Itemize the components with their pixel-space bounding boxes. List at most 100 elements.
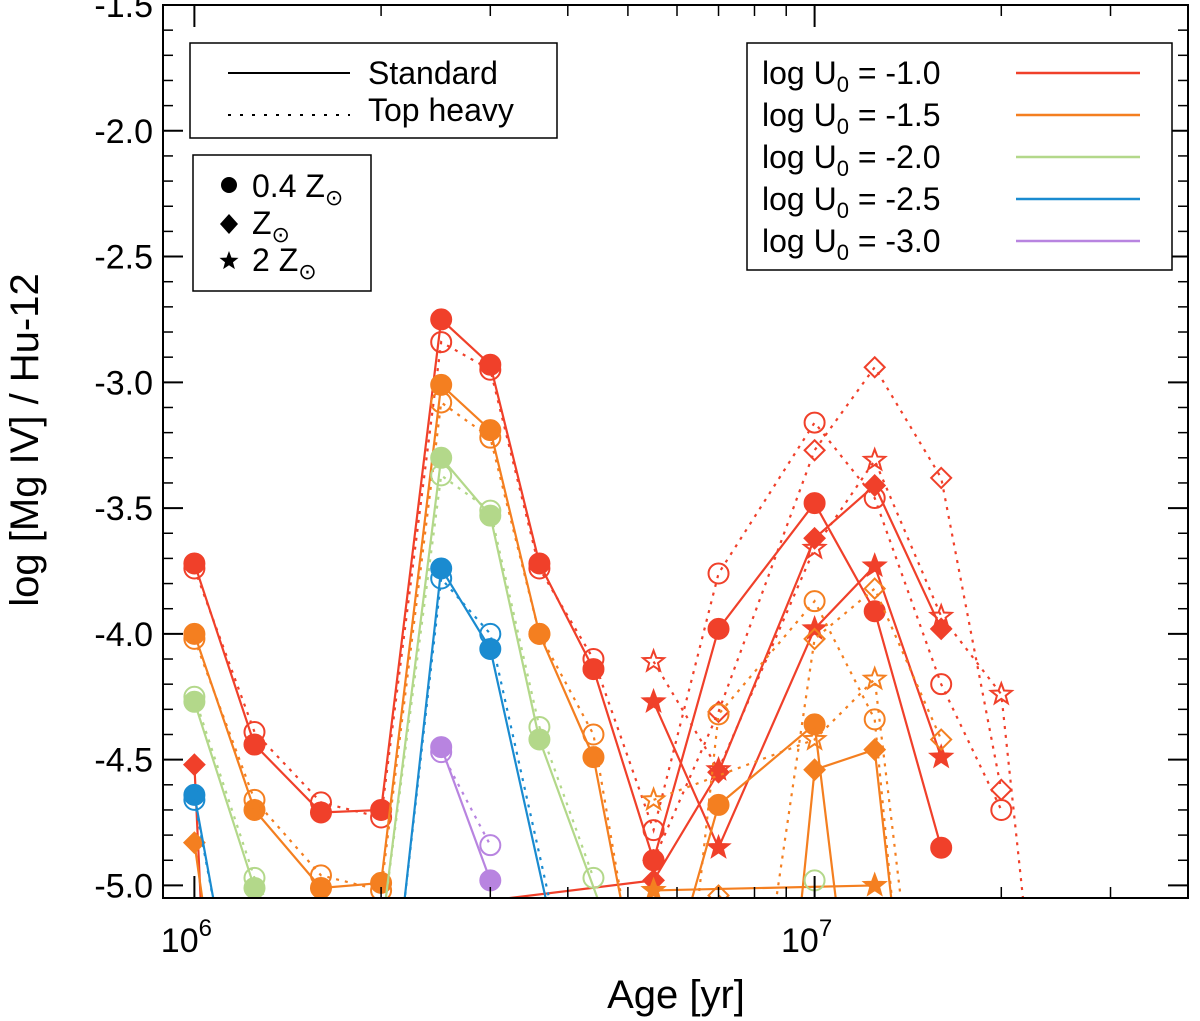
data-point-circle xyxy=(930,836,953,859)
axis-layer: -5.0 -4.5 -4.0 -3.5 -3.0 -2.5 -2.0 -1.5 106 107 xyxy=(94,0,1188,960)
data-point-star xyxy=(640,687,667,714)
data-point-diamond xyxy=(182,831,206,855)
y-tick-label: -1.5 xyxy=(94,0,153,25)
linestyle-legend: Standard Top heavy xyxy=(189,42,558,139)
data-point-circle xyxy=(582,746,605,769)
series-u-2-0-0-4z-top-heavy xyxy=(183,464,605,898)
series-line xyxy=(691,722,837,898)
x-tick-label: 106 xyxy=(161,915,212,960)
data-point-circle xyxy=(183,557,206,580)
data-point-diamond xyxy=(803,627,827,651)
y-tick-label: -5.0 xyxy=(94,867,153,905)
series-line xyxy=(653,884,875,892)
data-point-circle xyxy=(582,866,605,889)
plot-frame xyxy=(162,4,1189,899)
legend-standard-label: Standard xyxy=(368,55,498,91)
data-point-circle xyxy=(309,876,332,898)
y-tick-label: -4.0 xyxy=(94,616,153,654)
data-point-diamond xyxy=(863,474,887,497)
data-point-circle xyxy=(479,504,502,527)
series-u-1-0-0-4z-standard xyxy=(183,308,953,872)
data-point-circle xyxy=(183,783,206,806)
series-u-3-0-0-4z-standard xyxy=(430,736,502,892)
color-legend-label: log U0 = -1.0 xyxy=(762,55,941,97)
data-point-star xyxy=(861,446,888,472)
y-tick-label: -2.5 xyxy=(94,239,153,277)
sun-symbol: ⊙ xyxy=(272,222,290,247)
data-point-circle xyxy=(243,720,266,743)
series-u-2-5-0-4z-standard xyxy=(183,557,547,898)
data-point-diamond xyxy=(182,753,206,777)
data-point-circle xyxy=(479,622,502,645)
legend-topheavy-label: Top heavy xyxy=(368,92,514,128)
data-point-circle xyxy=(309,791,332,814)
data-point-circle xyxy=(243,788,266,811)
series-u-1-0-0-4z-top-heavy xyxy=(183,331,1013,842)
data-point-star xyxy=(861,665,888,691)
data-point-star xyxy=(640,876,667,898)
data-point-diamond xyxy=(929,728,953,751)
y-tick-label: -3.0 xyxy=(94,364,153,402)
data-point-diamond xyxy=(803,758,827,782)
data-point-circle xyxy=(642,819,665,842)
data-point-circle xyxy=(707,562,730,585)
data-point-circle xyxy=(479,358,502,381)
data-point-circle xyxy=(430,331,453,354)
series-line xyxy=(440,746,492,881)
series-u-1-5-0-4z-top-heavy-late xyxy=(697,590,893,898)
color-legend-label: log U0 = -2.0 xyxy=(762,139,941,181)
data-point-circle xyxy=(430,567,453,590)
x-tick-label: 107 xyxy=(781,915,832,960)
legend-diamond-marker xyxy=(220,214,238,234)
data-point-star xyxy=(801,725,828,751)
data-point-circle xyxy=(479,834,502,857)
series-line xyxy=(193,565,547,898)
y-tick-label: -3.5 xyxy=(94,490,153,528)
marker-legend: 0.4 Z⊙ Z⊙ 2 Z⊙ xyxy=(192,154,372,292)
data-point-circle xyxy=(707,703,730,726)
data-point-star xyxy=(861,552,888,578)
data-point-circle xyxy=(430,464,453,487)
data-point-circle xyxy=(183,788,206,811)
x-axis-label: Age [yr] xyxy=(607,973,745,1017)
data-point-circle xyxy=(707,617,730,640)
data-point-circle xyxy=(528,557,551,580)
data-point-diamond xyxy=(707,884,730,898)
sun-symbol: ⊙ xyxy=(298,259,316,284)
color-legend-box xyxy=(746,42,1173,271)
data-point-diamond xyxy=(929,466,953,490)
data-point-circle xyxy=(479,637,502,660)
series-line xyxy=(193,382,622,898)
data-point-circle xyxy=(707,793,730,816)
data-point-circle xyxy=(582,723,605,746)
series-line xyxy=(193,400,623,898)
series-line xyxy=(717,586,943,898)
color-legend-label: log U0 = -2.5 xyxy=(762,181,941,223)
legend-circle-marker xyxy=(221,177,237,193)
data-point-circle xyxy=(183,627,206,650)
series-u-1-5-0-4z-top-heavy xyxy=(183,391,623,898)
sun-symbol: ⊙ xyxy=(325,185,343,210)
data-point-circle xyxy=(803,492,826,515)
data-point-circle xyxy=(990,798,1013,821)
data-point-circle xyxy=(430,446,453,469)
data-point-star xyxy=(640,647,667,673)
series-u-1-5-2z-top-heavy xyxy=(640,665,902,898)
data-point-star xyxy=(927,743,955,769)
data-point-circle xyxy=(528,552,551,575)
data-point-circle xyxy=(183,685,206,708)
data-point-circle xyxy=(803,713,826,736)
legend-diamond-label: Z⊙ xyxy=(252,205,290,247)
data-point-star xyxy=(988,680,1015,706)
series-u-1-5-z-top-heavy xyxy=(707,577,953,898)
data-point-circle xyxy=(243,733,266,756)
color-legend-label: log U0 = -3.0 xyxy=(762,223,941,265)
data-point-diamond xyxy=(863,355,887,379)
data-point-circle xyxy=(243,866,266,889)
data-point-star xyxy=(705,833,732,859)
data-point-circle xyxy=(528,622,551,645)
data-point-diamond xyxy=(989,778,1013,802)
